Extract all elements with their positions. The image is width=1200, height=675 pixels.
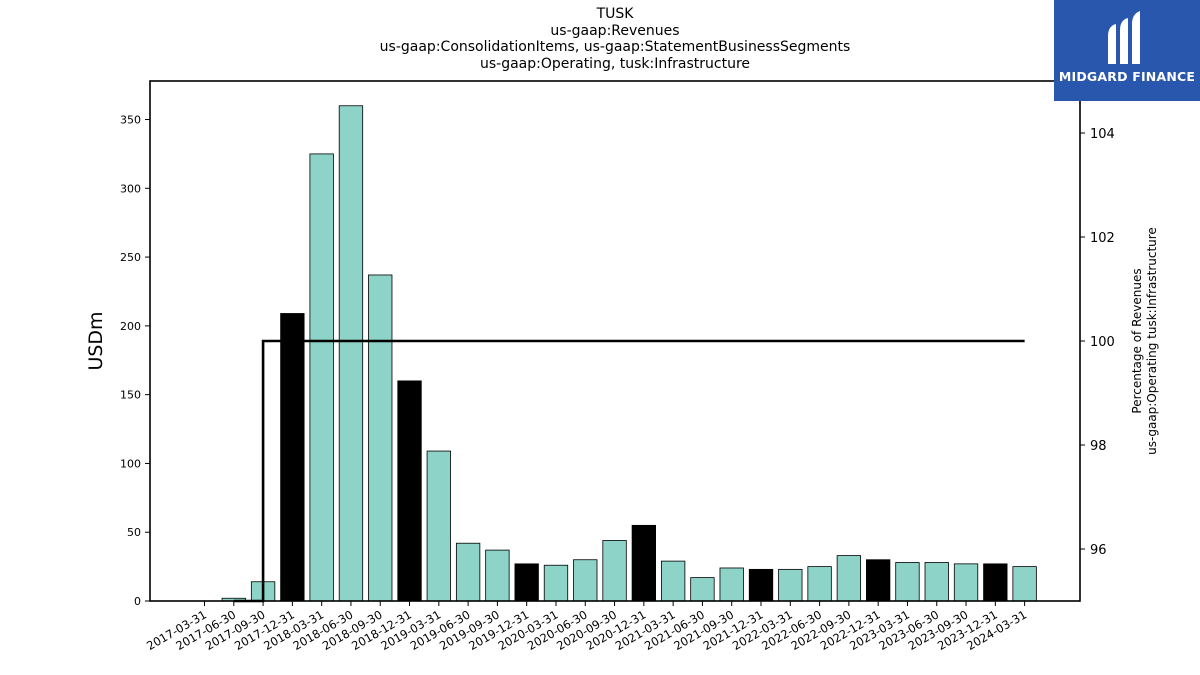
- bar: [455, 542, 481, 602]
- bar: [573, 559, 598, 602]
- y-right-tick-label: 100: [1090, 335, 1115, 350]
- y-right-tick-label: 102: [1090, 231, 1115, 246]
- bar: [836, 555, 862, 602]
- y-right-axis-label: Percentage of Revenues: [1130, 268, 1144, 413]
- title-line: TUSK: [596, 6, 634, 22]
- y-tick-label: 0: [134, 595, 141, 608]
- y-tick-label: 150: [120, 389, 141, 402]
- subtitle-line: us-gaap:Operating, tusk:Infrastructure: [479, 55, 751, 72]
- y-tick-label: 350: [120, 114, 141, 127]
- bar: [514, 563, 539, 602]
- bar: [866, 559, 891, 602]
- bar: [631, 524, 656, 602]
- subtitle-line: us-gaap:Revenues: [550, 22, 680, 39]
- bar: [485, 549, 510, 602]
- bar: [953, 563, 979, 602]
- y-tick-label: 50: [127, 526, 141, 539]
- y-tick-label: 100: [120, 457, 141, 470]
- bar: [660, 560, 686, 602]
- y-tick-label: 200: [120, 320, 141, 333]
- bar: [1012, 566, 1037, 602]
- bar: [543, 564, 569, 602]
- subtitle-line: us-gaap:ConsolidationItems, us-gaap:Stat…: [379, 39, 851, 55]
- y-right-tick-label: 96: [1090, 543, 1107, 558]
- y-tick-label: 300: [120, 182, 141, 195]
- logo-text: MIDGARD FINANCE: [1058, 69, 1196, 84]
- bar: [807, 566, 832, 602]
- company-logo: MIDGARD FINANCE: [1054, 0, 1200, 101]
- bar: [280, 313, 305, 602]
- bar: [338, 105, 364, 602]
- bar: [690, 577, 715, 602]
- bar: [397, 380, 422, 602]
- bar: [983, 563, 1008, 602]
- chart-title: TUSK us-gaap:Revenues us-gaap:Consolidat…: [300, 6, 930, 72]
- y-right-tick-label: 104: [1090, 127, 1115, 142]
- bar: [748, 568, 774, 602]
- bar: [778, 568, 803, 602]
- y-right-axis-label: us-gaap:Operating tusk:Infrastructure: [1145, 227, 1159, 455]
- series-line: [233, 339, 1025, 603]
- bar: [924, 562, 949, 602]
- logo-mark-icon: [1108, 11, 1140, 64]
- y-axis-label: USDm: [85, 311, 107, 370]
- bar: [602, 540, 627, 602]
- bar: [426, 450, 451, 602]
- y-tick-label: 250: [120, 251, 141, 264]
- bar: [719, 567, 744, 602]
- y-right-tick-label: 98: [1090, 439, 1107, 454]
- bar: [309, 153, 334, 602]
- bar: [895, 562, 920, 602]
- bar: [368, 274, 393, 602]
